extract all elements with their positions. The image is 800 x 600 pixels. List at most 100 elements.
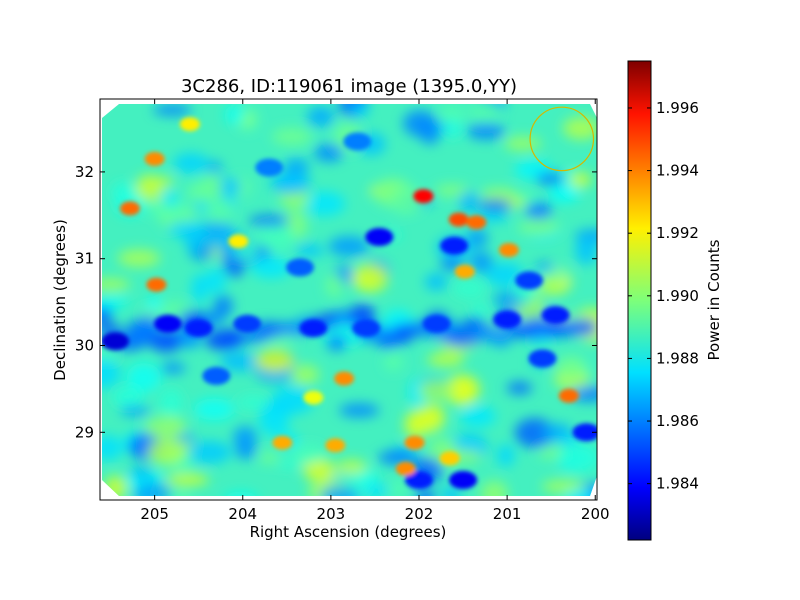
- texture-blob: [439, 106, 465, 123]
- texture-blob: [102, 358, 121, 389]
- texture-blob: [303, 458, 335, 482]
- texture-blob: [358, 469, 379, 489]
- texture-blob: [145, 201, 189, 218]
- texture-blob: [303, 191, 346, 216]
- texture-blob: [485, 262, 525, 288]
- texture-blob: [564, 489, 596, 496]
- texture-blob: [158, 302, 190, 316]
- hot-spot: [498, 243, 519, 257]
- texture-blob: [126, 363, 162, 393]
- texture-blob: [205, 196, 233, 224]
- texture-blob: [144, 415, 187, 440]
- texture-blob: [133, 481, 171, 496]
- cold-spot: [202, 366, 231, 385]
- annotation-circle: [529, 106, 595, 172]
- texture-blob: [496, 444, 515, 467]
- texture-blob: [111, 182, 135, 203]
- texture-blob: [390, 185, 423, 215]
- cold-spot: [286, 258, 314, 277]
- cold-spot: [422, 314, 451, 333]
- hot-spot: [325, 438, 346, 453]
- x-tick-label: 203: [317, 505, 346, 523]
- texture-blob: [194, 398, 235, 421]
- texture-blob: [351, 263, 389, 293]
- texture-blob: [271, 127, 313, 146]
- texture-blob: [339, 403, 380, 418]
- texture-blob: [173, 152, 209, 174]
- hot-spot: [228, 234, 249, 249]
- texture-blob: [518, 218, 561, 236]
- texture-blob: [424, 273, 448, 291]
- hot-spot: [334, 371, 355, 386]
- texture-blob: [248, 215, 290, 227]
- y-tick-label: 30: [75, 337, 94, 355]
- x-axis-ticks: 205 204 203 202 201 200: [140, 99, 610, 523]
- texture-blob: [569, 386, 597, 402]
- heatmap-image: [102, 104, 597, 496]
- texture-blob: [350, 104, 370, 117]
- texture-blob: [306, 106, 335, 128]
- cold-spot: [515, 271, 544, 290]
- texture-blob: [478, 198, 513, 212]
- texture-blob: [480, 187, 517, 200]
- cold-spot: [153, 314, 182, 333]
- texture-blob: [459, 191, 480, 213]
- texture-blob: [279, 189, 310, 209]
- texture-blob: [161, 190, 178, 207]
- texture-blob: [187, 181, 218, 203]
- texture-blob: [568, 171, 592, 188]
- hot-spot: [146, 277, 167, 292]
- texture-blob: [224, 105, 246, 125]
- texture-blob: [514, 418, 555, 448]
- texture-blob: [452, 279, 486, 298]
- texture-blob: [427, 352, 465, 368]
- texture-blob: [388, 481, 409, 496]
- hot-spot: [179, 117, 200, 132]
- texture-blob: [574, 235, 597, 265]
- texture-blob: [506, 381, 533, 395]
- texture-blob: [540, 273, 563, 296]
- texture-blob: [258, 452, 280, 464]
- y-axis-ticks: 29 30 31 32: [75, 163, 597, 441]
- band-blob: [102, 308, 114, 323]
- x-tick-label: 202: [405, 505, 434, 523]
- colorbar-tick-label: 1.992: [656, 224, 699, 242]
- texture-blob: [120, 406, 151, 417]
- texture-blob: [325, 272, 344, 298]
- texture-blob: [290, 364, 320, 385]
- texture-blob: [556, 434, 579, 445]
- texture-blob: [205, 267, 226, 294]
- texture-blob: [102, 300, 118, 315]
- texture-blob: [237, 395, 270, 410]
- texture-blob: [557, 443, 597, 473]
- texture-blob: [117, 249, 161, 268]
- texture-blob: [250, 256, 292, 279]
- cold-spot: [233, 314, 262, 333]
- band-blob: [489, 330, 512, 347]
- hot-spot: [395, 461, 416, 476]
- band-blob: [222, 327, 246, 348]
- texture-blob: [213, 294, 233, 318]
- texture-blob: [258, 407, 290, 436]
- texture-blob: [466, 122, 506, 140]
- texture-blob: [504, 136, 542, 151]
- texture-blob: [377, 450, 417, 466]
- cold-spot: [541, 306, 570, 325]
- texture-blob: [441, 486, 462, 496]
- hot-spot: [466, 215, 487, 230]
- hot-spot: [120, 201, 140, 216]
- hot-spot: [439, 451, 460, 466]
- plot-frame: [99, 98, 598, 501]
- cold-spot: [299, 319, 328, 338]
- texture-blob: [162, 441, 198, 452]
- texture-blob: [562, 116, 597, 140]
- texture-blob: [525, 200, 552, 221]
- texture-blob: [191, 273, 208, 303]
- texture-blob: [470, 104, 500, 125]
- texture-blob: [128, 467, 154, 478]
- texture-blob: [320, 485, 360, 496]
- cold-spot: [493, 310, 522, 329]
- x-tick-label: 201: [493, 505, 522, 523]
- hot-spot: [558, 388, 579, 403]
- y-tick-label: 31: [75, 250, 94, 268]
